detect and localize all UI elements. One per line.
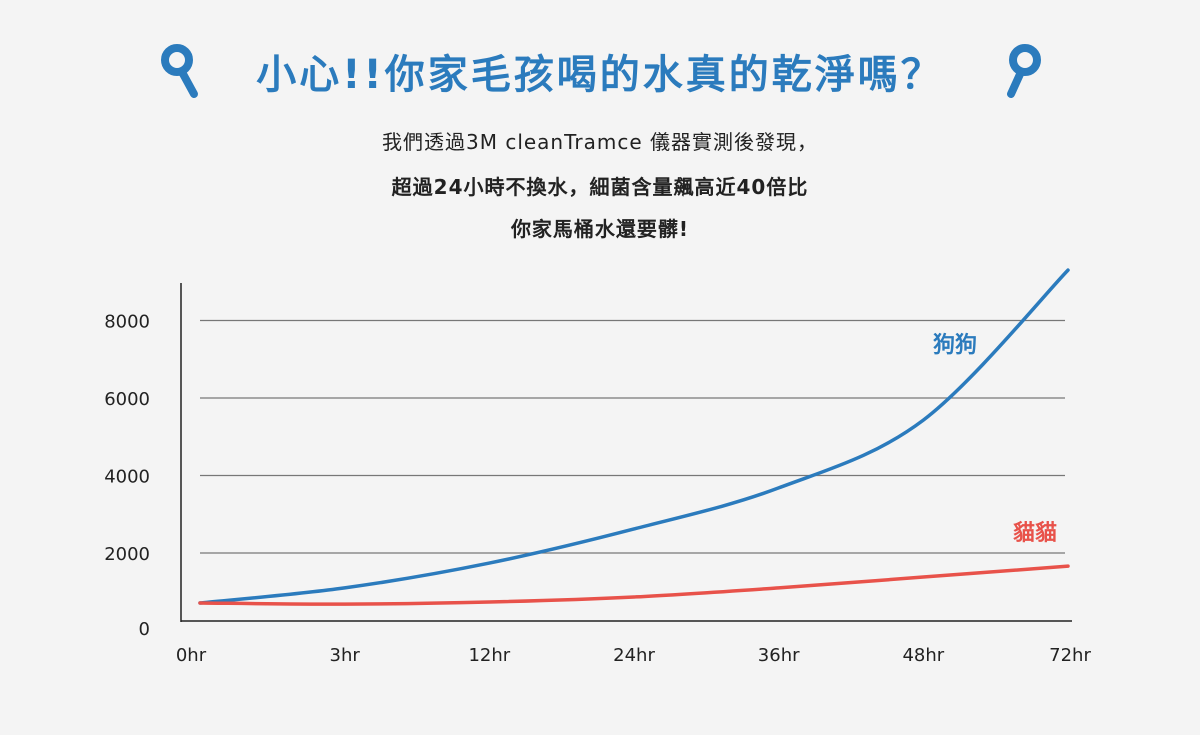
x-tick-label: 3hr: [330, 645, 361, 666]
subtitle-line-2: 超過24小時不換水，細菌含量飆高近40倍比: [391, 175, 809, 199]
x-tick-label: 48hr: [902, 645, 944, 666]
page-title: 小心!!你家毛孩喝的水真的乾淨嗎？: [256, 52, 944, 98]
x-tick-label: 12hr: [468, 645, 510, 666]
subtitle-line-3: 你家馬桶水還要髒!: [510, 217, 690, 241]
x-tick-label: 0hr: [176, 645, 207, 666]
x-tick-label: 72hr: [1049, 645, 1091, 666]
y-tick-label: 0: [139, 619, 150, 640]
map-pin-icon: [161, 44, 198, 98]
y-tick-label: 4000: [104, 467, 150, 488]
x-tick-label: 24hr: [613, 645, 655, 666]
y-tick-label: 6000: [104, 389, 150, 410]
series-line: [198, 268, 1070, 605]
subtitle-line-1: 我們透過3M cleanTramce 儀器實測後發現，: [381, 130, 819, 154]
y-tick-label: 8000: [104, 312, 150, 333]
map-pin-icon: [1007, 44, 1041, 98]
series-label: 狗狗: [933, 333, 977, 358]
x-tick-label: 36hr: [758, 645, 800, 666]
series-line: [198, 564, 1070, 606]
y-tick-label: 2000: [104, 544, 150, 565]
series-label: 貓貓: [1013, 521, 1057, 546]
